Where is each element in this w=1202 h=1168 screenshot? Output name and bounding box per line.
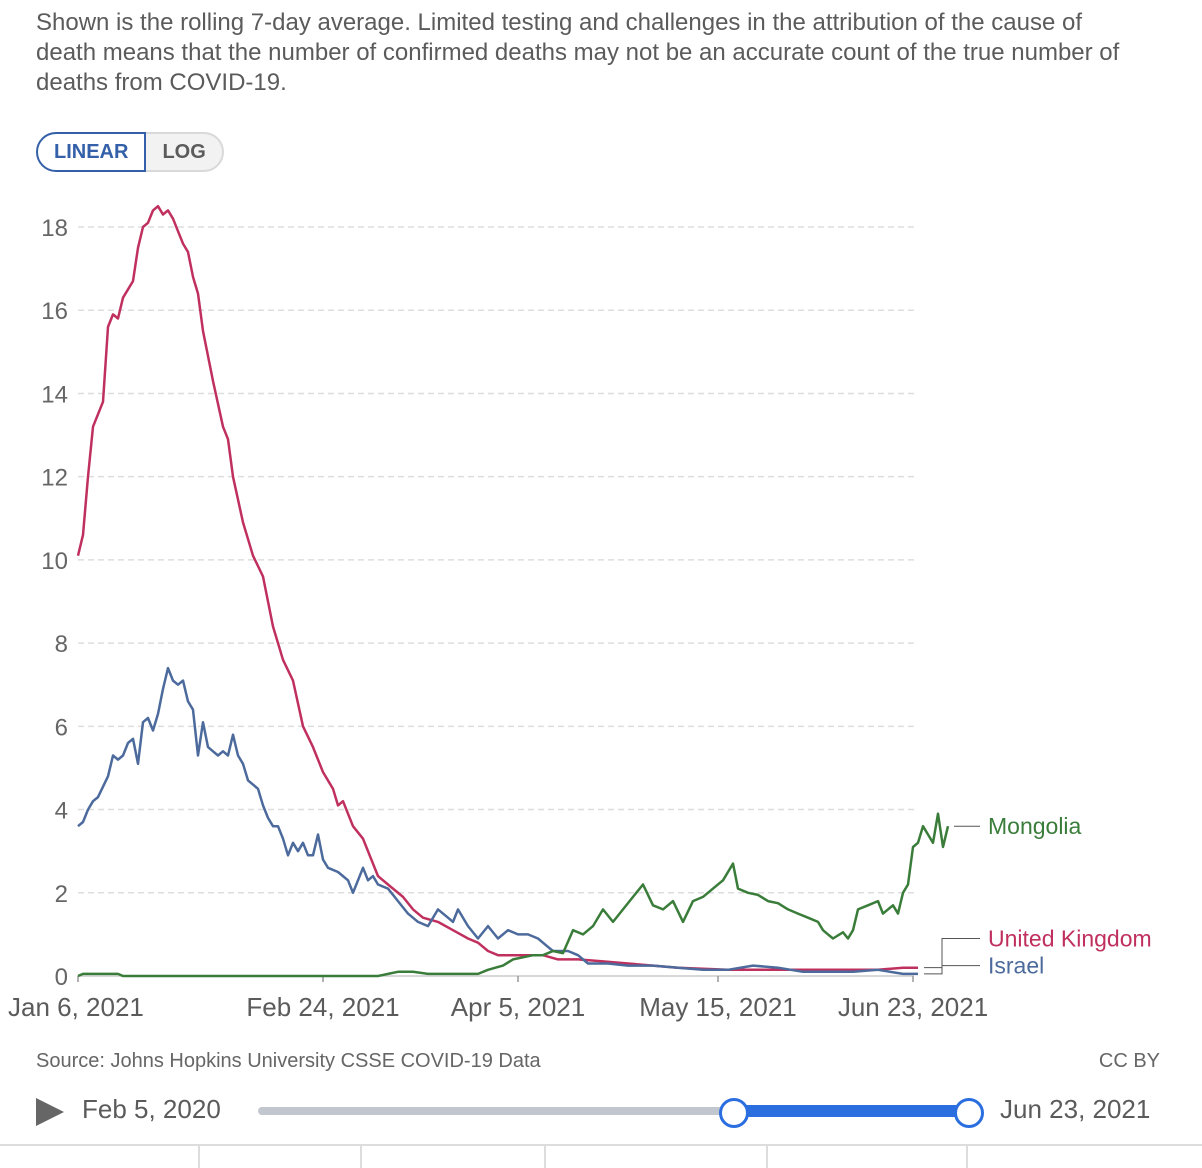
- tab-divider: [198, 1146, 200, 1168]
- line-chart: 0 2 4 6 8 10 12 14 16 18 Jan 6, 2021 Feb 24, 2021 A…: [8, 204, 1152, 1022]
- tab-divider: [544, 1146, 546, 1168]
- timeline-start-handle[interactable]: [719, 1098, 749, 1128]
- scale-toggle: LINEAR LOG: [36, 132, 224, 172]
- y-tick-label: 6: [55, 714, 68, 741]
- y-tick-label: 14: [41, 381, 68, 408]
- x-tick-label: Jun 23, 2021: [838, 992, 988, 1022]
- x-tick-label: Apr 5, 2021: [451, 992, 585, 1022]
- truncated-title-fragment: [36, 0, 156, 1]
- tab-divider: [360, 1146, 362, 1168]
- series-line-united-kingdom[interactable]: [76, 204, 918, 972]
- timeline-end-handle[interactable]: [954, 1098, 984, 1128]
- y-tick-label: 8: [55, 631, 68, 658]
- chart-subtitle: Shown is the rolling 7-day average. Limi…: [36, 9, 1120, 96]
- linear-scale-button[interactable]: LINEAR: [36, 132, 147, 172]
- tab-divider: [966, 1146, 968, 1168]
- y-axis-ticks: 0 2 4 6 8 10 12 14 16 18: [41, 215, 68, 991]
- series-lines: [76, 204, 950, 978]
- series-line-israel[interactable]: [77, 666, 918, 976]
- tab-divider: [766, 1146, 768, 1168]
- license-link[interactable]: CC BY: [1098, 1050, 1160, 1072]
- y-tick-label: 4: [55, 798, 68, 825]
- x-tick-label: Jan 6, 2021: [8, 992, 144, 1022]
- timeline-selected-range: [732, 1105, 968, 1117]
- x-tick-label: May 15, 2021: [639, 992, 797, 1022]
- legend-label[interactable]: Israel: [988, 953, 1044, 979]
- source-note: Source: Johns Hopkins University CSSE CO…: [36, 1050, 541, 1072]
- y-tick-label: 18: [41, 215, 68, 242]
- y-tick-label: 10: [41, 548, 68, 575]
- play-icon[interactable]: [36, 1098, 64, 1126]
- timeline-end-label: Jun 23, 2021: [1000, 1094, 1151, 1124]
- y-tick-label: 12: [41, 465, 68, 492]
- legend-label[interactable]: United Kingdom: [988, 926, 1152, 952]
- timeline-track[interactable]: [258, 1107, 968, 1115]
- x-tick-label: Feb 24, 2021: [246, 992, 399, 1022]
- y-tick-label: 16: [41, 298, 68, 325]
- y-tick-label: 0: [55, 964, 68, 991]
- timeline-start-label: Feb 5, 2020: [82, 1094, 221, 1124]
- legend-connector: [924, 965, 980, 975]
- tab-strip: [0, 1144, 1202, 1168]
- y-tick-label: 2: [55, 881, 68, 908]
- log-scale-button[interactable]: LOG: [146, 132, 224, 172]
- legend-connector: [924, 938, 980, 969]
- series-line-mongolia[interactable]: [77, 812, 950, 978]
- x-axis: Jan 6, 2021 Feb 24, 2021 Apr 5, 2021 May 15…: [8, 976, 988, 1022]
- legend-label[interactable]: Mongolia: [988, 813, 1082, 839]
